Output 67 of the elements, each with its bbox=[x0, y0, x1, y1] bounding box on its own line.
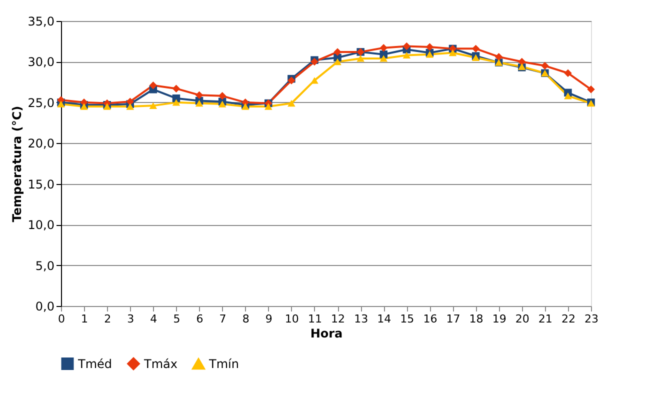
x-tick-label: 11 bbox=[308, 312, 322, 326]
point bbox=[195, 100, 204, 107]
y-tick-label: 15,0 bbox=[28, 177, 54, 192]
x-tick-label: 8 bbox=[242, 312, 250, 326]
y-tick-label: 10,0 bbox=[28, 218, 54, 232]
y-tick-label: 30,0 bbox=[28, 55, 54, 70]
x-tick-label: 0 bbox=[58, 312, 65, 326]
x-tick-label: 5 bbox=[173, 312, 180, 326]
point bbox=[334, 48, 342, 56]
legend-label: Tmín bbox=[208, 357, 239, 372]
point bbox=[518, 58, 526, 66]
x-tick-label: 1 bbox=[81, 312, 88, 326]
point bbox=[587, 86, 595, 94]
point bbox=[218, 100, 226, 108]
x-tick-label: 21 bbox=[538, 312, 552, 326]
y-tick-label: 5,0 bbox=[35, 258, 54, 273]
y-axis-title: Temperatura (°C) bbox=[10, 106, 24, 222]
point bbox=[172, 99, 180, 106]
point bbox=[288, 100, 296, 107]
x-tick-label: 6 bbox=[196, 312, 204, 326]
point bbox=[402, 42, 411, 50]
point bbox=[541, 62, 549, 70]
point bbox=[472, 44, 480, 53]
y-tick-label: 20,0 bbox=[28, 136, 54, 151]
point bbox=[426, 43, 434, 51]
point bbox=[380, 55, 388, 62]
point bbox=[448, 49, 457, 56]
x-tick-label: 22 bbox=[561, 312, 576, 326]
legend-label: Tméd bbox=[77, 356, 112, 371]
y-tick-label: 0,0 bbox=[35, 300, 54, 314]
x-tick-label: 3 bbox=[127, 312, 134, 326]
point bbox=[564, 92, 572, 100]
point bbox=[126, 98, 134, 106]
point bbox=[356, 55, 364, 62]
point bbox=[264, 103, 272, 110]
point bbox=[218, 92, 226, 100]
point bbox=[172, 84, 180, 92]
x-tick-label: 9 bbox=[265, 312, 272, 326]
x-tick-label: 18 bbox=[469, 312, 484, 326]
x-tick-label: 23 bbox=[584, 312, 598, 326]
point bbox=[402, 52, 411, 59]
x-tick-label: 2 bbox=[104, 312, 112, 326]
point bbox=[310, 77, 318, 84]
x-tick-label: 14 bbox=[377, 312, 392, 326]
x-axis-title: Hora bbox=[310, 326, 343, 340]
point bbox=[195, 91, 204, 99]
point bbox=[126, 103, 134, 110]
point bbox=[149, 102, 158, 110]
point bbox=[494, 52, 503, 61]
x-tick-label: 17 bbox=[446, 312, 460, 326]
x-tick-label: 10 bbox=[284, 312, 299, 326]
point bbox=[380, 44, 388, 52]
x-tick-label: 12 bbox=[331, 312, 346, 326]
legend-label: Tmáx bbox=[143, 356, 178, 371]
x-tick-label: 15 bbox=[400, 312, 414, 326]
x-tick-label: 16 bbox=[423, 312, 438, 326]
y-tick-label: 35,0 bbox=[28, 14, 54, 28]
point bbox=[564, 69, 572, 77]
x-tick-label: 13 bbox=[354, 312, 368, 326]
point bbox=[149, 81, 158, 90]
x-tick-label: 19 bbox=[492, 312, 506, 326]
point bbox=[334, 58, 342, 66]
x-tick-label: 7 bbox=[219, 312, 226, 326]
x-tick-label: 20 bbox=[515, 312, 530, 326]
x-tick-label: 4 bbox=[150, 312, 158, 326]
y-tick-label: 25,0 bbox=[28, 96, 54, 110]
point bbox=[426, 51, 434, 58]
